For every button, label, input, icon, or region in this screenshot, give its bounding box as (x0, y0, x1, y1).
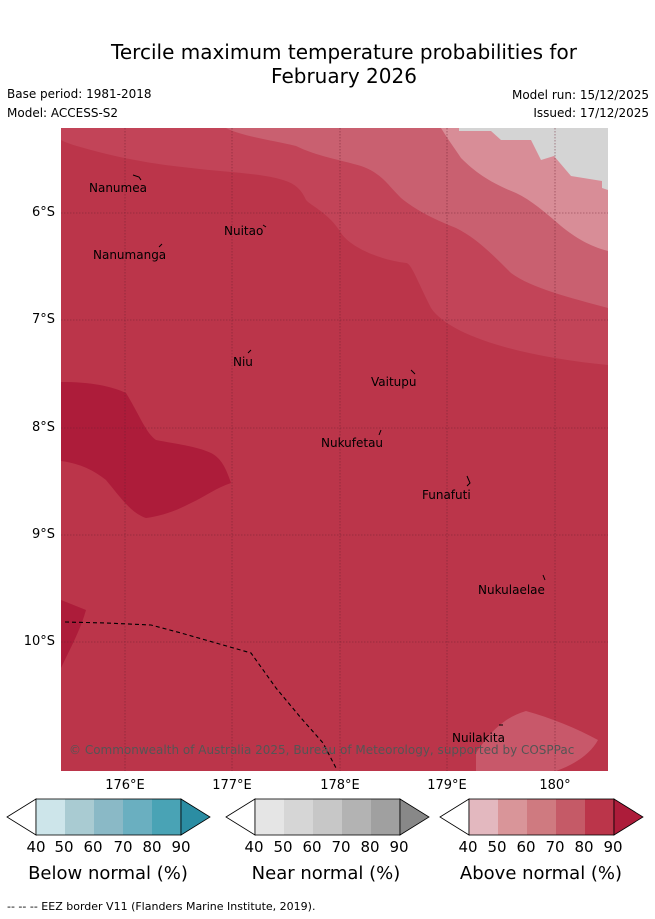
map-panel (61, 128, 608, 771)
lon-label-180: 180° (539, 778, 571, 793)
place-nanumanga: Nanumanga (93, 248, 167, 262)
place-vaitupu: Vaitupu (371, 375, 417, 389)
tick-label: 50 (487, 838, 507, 856)
lat-label-9s: 9°S (31, 527, 55, 542)
tick-label: 50 (54, 838, 74, 856)
place-niu: Niu (233, 355, 253, 369)
tick-label: 60 (302, 838, 322, 856)
place-funafuti: Funafuti (422, 488, 471, 502)
title-line-1: Tercile maximum temperature probabilitie… (111, 40, 577, 64)
tick-label: 40 (244, 838, 264, 856)
graticule (61, 128, 608, 771)
colorbar-segment (94, 799, 123, 835)
lon-label-179e: 179°E (427, 778, 467, 793)
colorbar-segment (65, 799, 94, 835)
tick-label: 80 (360, 838, 380, 856)
colorbar-segment (498, 799, 527, 835)
eez-legend-footer: -- -- -- EEZ border V11 (Flanders Marine… (7, 900, 316, 913)
probability-band-over-90-sw (61, 600, 86, 668)
place-nuitao: Nuitao (224, 224, 264, 238)
colorbar-under-triangle (439, 798, 470, 836)
place-nukufetau: Nukufetau (321, 436, 384, 450)
probability-band-60-70-se (476, 711, 598, 771)
place-nanumea: Nanumea (89, 181, 147, 195)
colorbar-segment (123, 799, 152, 835)
colorbar-segment (284, 799, 313, 835)
colorbar-over-triangle (613, 798, 644, 836)
issued-date: Issued: 17/12/2025 (533, 106, 649, 120)
lat-label-10s: 10°S (23, 634, 55, 649)
island-outlines (132, 174, 546, 726)
chart-title: Tercile maximum temperature probabilitie… (0, 40, 655, 88)
title-line-2: February 2026 (271, 64, 417, 88)
tick-label: 60 (516, 838, 536, 856)
colorbar-over-triangle (399, 798, 430, 836)
colorbar-under-triangle (6, 798, 37, 836)
colorbar-segment (152, 799, 181, 835)
model-run: Model run: 15/12/2025 (511, 88, 649, 102)
tick-label: 40 (458, 838, 478, 856)
colorbar-segment (585, 799, 614, 835)
copyright-notice: © Commonwealth of Australia 2025, Bureau… (69, 743, 575, 757)
colorbar-segment (527, 799, 556, 835)
colorbar-above (439, 798, 644, 836)
colorbar-near (225, 798, 430, 836)
colorbar-above-title: Above normal (%) (459, 863, 623, 884)
tick-label: 50 (273, 838, 293, 856)
tick-label: 90 (389, 838, 409, 856)
place-nuilakita: Nuilakita (452, 731, 505, 745)
tick-label: 80 (142, 838, 162, 856)
tick-label: 40 (26, 838, 46, 856)
tick-label: 70 (331, 838, 351, 856)
colorbar-segment (371, 799, 400, 835)
colorbar-over-triangle (180, 798, 211, 836)
colorbar-below (6, 798, 211, 836)
colorbar-below-title: Below normal (%) (28, 863, 188, 884)
place-nukulaelae: Nukulaelae (478, 583, 545, 597)
tick-label: 70 (545, 838, 565, 856)
lon-label-178e: 178°E (320, 778, 360, 793)
colorbar-near-title: Near normal (%) (251, 863, 401, 884)
lon-label-176e: 176°E (105, 778, 145, 793)
colorbars (6, 798, 644, 836)
colorbar-segment (36, 799, 65, 835)
lat-label-8s: 8°S (31, 420, 55, 435)
tick-label: 80 (574, 838, 594, 856)
tick-label: 90 (603, 838, 623, 856)
colorbar-segment (313, 799, 342, 835)
lat-label-7s: 7°S (31, 312, 55, 327)
model-name: Model: ACCESS-S2 (7, 106, 119, 120)
tick-label: 90 (171, 838, 191, 856)
colorbar-segment (255, 799, 284, 835)
lon-label-177e: 177°E (212, 778, 252, 793)
tick-label: 60 (83, 838, 103, 856)
lat-label-6s: 6°S (31, 205, 55, 220)
near-normal-gray (459, 128, 608, 190)
colorbar-segment (342, 799, 371, 835)
colorbar-segment (556, 799, 585, 835)
colorbar-segment (469, 799, 498, 835)
colorbar-under-triangle (225, 798, 256, 836)
tick-label: 70 (113, 838, 133, 856)
base-period: Base period: 1981-2018 (7, 87, 152, 101)
eez-border (64, 621, 337, 769)
probability-band-over-90 (61, 382, 231, 518)
